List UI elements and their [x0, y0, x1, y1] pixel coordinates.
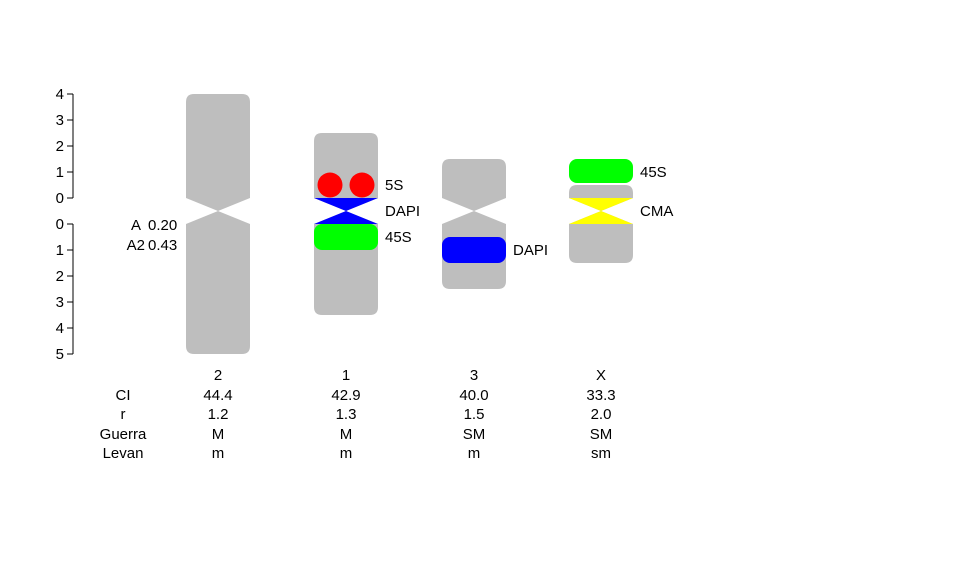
guerra-value: M — [340, 426, 353, 443]
index-a2-name: A2 — [127, 237, 145, 254]
ruler-tick-label: 5 — [56, 346, 64, 363]
band-satellite-45S — [569, 159, 633, 183]
asymmetry-indices: A 0.20 A2 0.43 — [127, 217, 178, 254]
ci-value: 44.4 — [203, 387, 232, 404]
ruler-tick-label: 3 — [56, 294, 64, 311]
row-label-guerra: Guerra — [100, 426, 147, 443]
chromosome-name: X — [596, 367, 606, 384]
row-label-r: r — [121, 406, 126, 423]
mark-label: 45S — [640, 164, 667, 181]
index-a-name: A — [131, 217, 141, 234]
band-45S — [314, 224, 378, 250]
ci-value: 42.9 — [331, 387, 360, 404]
mark-label: 45S — [385, 229, 412, 246]
levan-value: m — [212, 445, 225, 462]
short-arm — [442, 159, 506, 211]
row-label-levan: Levan — [103, 445, 144, 462]
guerra-value: SM — [463, 426, 486, 443]
r-value: 1.3 — [336, 406, 357, 423]
band-DAPI — [442, 237, 506, 263]
r-value: 1.2 — [208, 406, 229, 423]
mark-label: DAPI — [513, 242, 548, 259]
row-label-ci: CI — [116, 387, 131, 404]
levan-value: sm — [591, 445, 611, 462]
short-arm — [186, 94, 250, 211]
mark-label: DAPI — [385, 203, 420, 220]
centromere-band — [314, 198, 378, 211]
chromosome-name: 3 — [470, 367, 478, 384]
chromosome-X: 45S CMA — [569, 159, 673, 263]
long-arm — [186, 211, 250, 354]
guerra-value: M — [212, 426, 225, 443]
centromere-band — [569, 211, 633, 224]
ruler-tick-label: 1 — [56, 164, 64, 181]
chromosome-1: 5S DAPI 45S — [314, 133, 420, 315]
chromosome-set: 5S DAPI 45S DAPI 45S CMA — [186, 94, 673, 354]
index-a2-value: 0.43 — [148, 237, 177, 254]
chromosome-name: 1 — [342, 367, 350, 384]
ci-value: 33.3 — [586, 387, 615, 404]
guerra-value: SM — [590, 426, 613, 443]
ci-value: 40.0 — [459, 387, 488, 404]
levan-value: m — [340, 445, 353, 462]
centromere-band — [314, 211, 378, 224]
ruler-tick-label: 3 — [56, 112, 64, 129]
r-value: 1.5 — [464, 406, 485, 423]
ruler-tick-label: 4 — [56, 320, 64, 337]
signal-dot — [349, 172, 375, 198]
centromere-band — [569, 198, 633, 211]
ruler-tick-label: 0 — [56, 216, 64, 233]
ruler-tick-label: 0 — [56, 190, 64, 207]
morphometry-table: CI r Guerra Levan 2 44.4 1.2 Mm 1 42.9 1.3 Mm 3 4… — [100, 367, 616, 462]
levan-value: m — [468, 445, 481, 462]
ruler-tick-label: 2 — [56, 268, 64, 285]
ruler-tick-label: 4 — [56, 86, 64, 103]
ruler-tick-label: 2 — [56, 138, 64, 155]
mark-label: CMA — [640, 203, 673, 220]
chromosome-2 — [186, 94, 250, 354]
chromosome-name: 2 — [214, 367, 222, 384]
r-value: 2.0 — [591, 406, 612, 423]
scale-ruler: 4 3 2 1 0 0 1 2 3 4 5 — [56, 86, 74, 363]
signal-dot — [317, 172, 343, 198]
ruler-tick-label: 1 — [56, 242, 64, 259]
chromosome-3: DAPI — [442, 159, 548, 289]
mark-label: 5S — [385, 177, 403, 194]
index-a-value: 0.20 — [148, 217, 177, 234]
